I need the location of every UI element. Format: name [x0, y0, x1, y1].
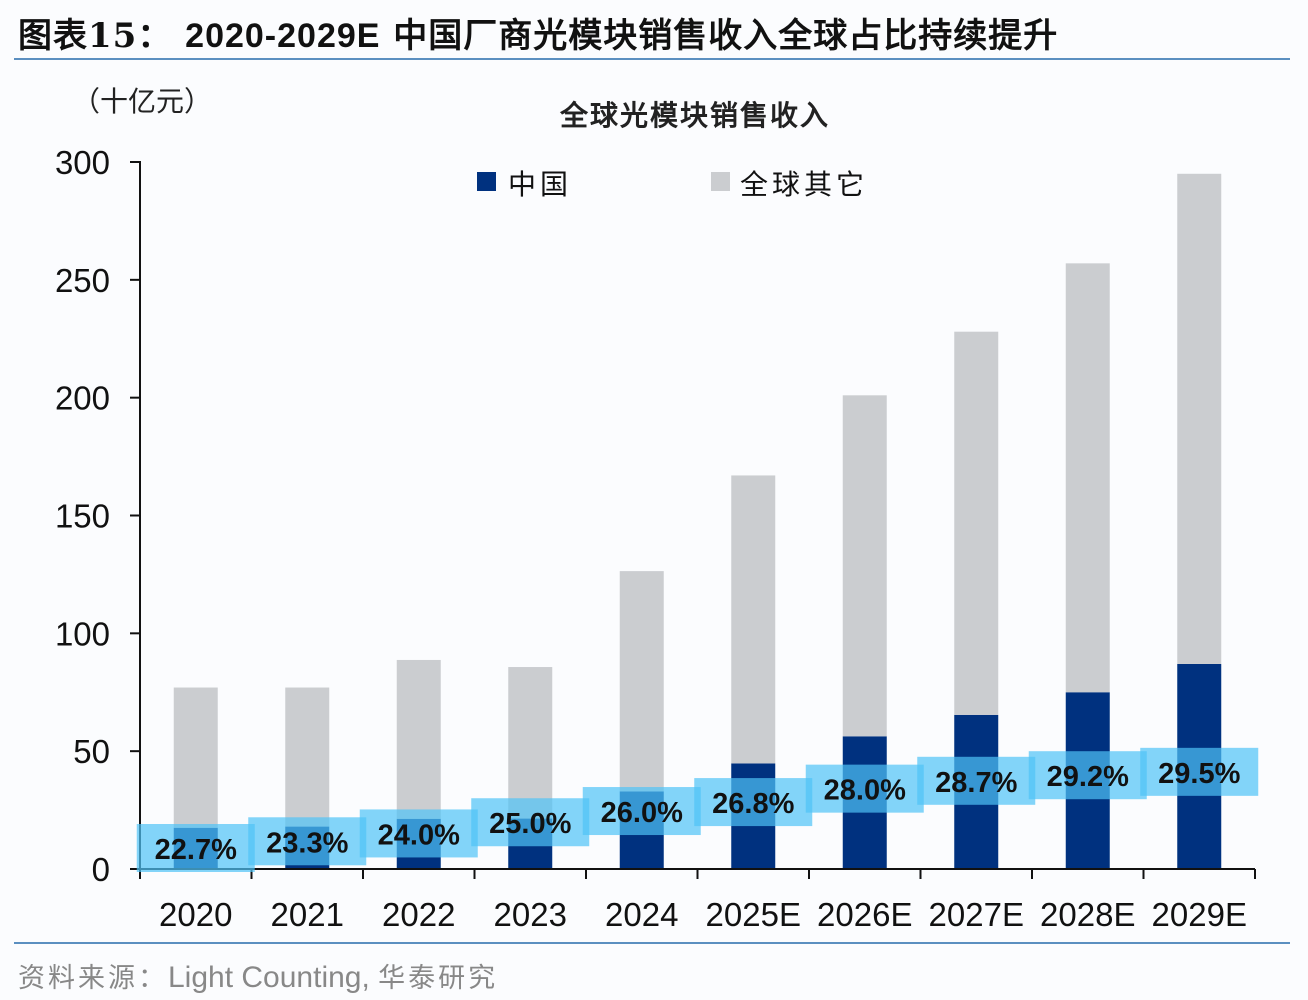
share-label: 25.0% — [471, 798, 590, 847]
share-label-text: 23.3% — [266, 827, 348, 859]
y-tick-label: 200 — [55, 380, 110, 417]
share-label: 26.0% — [582, 787, 701, 836]
legend-label-china: 中国 — [508, 168, 572, 201]
figure-title-years: 2020-2029E — [185, 17, 381, 55]
share-label: 29.2% — [1028, 751, 1147, 800]
legend: 中国 全球其它 — [477, 168, 868, 201]
x-tick-label: 2021 — [271, 896, 344, 933]
bar-rest — [396, 659, 441, 819]
share-labels-layer: 22.7% 23.3% 24.0% 25.0% 26.0% 26.8% 28.0% 28.7%… — [136, 747, 1259, 872]
share-label-text: 22.7% — [155, 834, 237, 866]
x-tick-label: 2023 — [494, 896, 567, 933]
chart-title: 全球光模块销售收入 — [560, 99, 831, 132]
share-label-box — [917, 756, 1036, 805]
bottom-divider — [14, 942, 1290, 944]
share-label-text: 26.0% — [601, 797, 683, 829]
share-label-box — [694, 778, 813, 827]
share-label-box — [359, 809, 478, 858]
source-suffix: 华泰研究 — [378, 963, 499, 994]
share-label: 22.7% — [136, 824, 255, 872]
x-tick-label: 2029E — [1152, 896, 1247, 933]
share-label-text: 29.5% — [1158, 758, 1240, 790]
share-label-box — [248, 817, 367, 866]
y-axis-unit: （十亿元） — [72, 85, 213, 118]
legend-swatch-rest — [711, 172, 730, 191]
figure-title-text: 中国厂商光模块销售收入全球占比持续提升 — [393, 16, 1059, 56]
share-label-text: 28.0% — [824, 775, 906, 807]
y-tick-label: 150 — [55, 498, 110, 535]
x-tick-label: 2020 — [159, 896, 232, 933]
figure-label: 图表15： — [18, 16, 173, 56]
legend-swatch-china — [477, 172, 496, 191]
bar-rest — [954, 331, 999, 715]
share-label-text: 24.0% — [378, 819, 460, 851]
axes-layer: 0 50 100 150 200 250 300 2020 2021 2022 2023 2024 20… — [55, 144, 1256, 933]
top-divider — [14, 58, 1290, 60]
bar-rest — [508, 667, 553, 819]
share-label: 23.3% — [248, 817, 367, 866]
x-tick-label: 2022 — [382, 896, 455, 933]
share-label: 28.0% — [805, 764, 924, 813]
bar-rest — [842, 395, 887, 737]
share-label: 28.7% — [917, 756, 1036, 805]
share-label-text: 25.0% — [489, 808, 571, 840]
share-label: 24.0% — [359, 809, 478, 858]
x-tick-label: 2024 — [605, 896, 678, 933]
source-note: 资料来源：Light Counting, 华泰研究 — [18, 956, 498, 995]
source-name: Light Counting, — [168, 961, 370, 994]
share-label-box — [805, 764, 924, 813]
bar-rest — [731, 475, 776, 764]
y-tick-label: 0 — [92, 851, 110, 888]
y-tick-label: 250 — [55, 262, 110, 299]
share-label: 26.8% — [694, 778, 813, 827]
bar-rest — [619, 571, 664, 792]
share-label-box — [582, 787, 701, 836]
source-prefix: 资料来源： — [18, 963, 168, 994]
share-label-box — [471, 798, 590, 847]
y-tick-label: 50 — [73, 733, 110, 770]
x-tick-label: 2027E — [929, 896, 1024, 933]
bar-rest — [1177, 173, 1222, 664]
bar-rest — [173, 687, 218, 828]
share-label: 29.5% — [1140, 747, 1259, 796]
x-tick-label: 2026E — [817, 896, 912, 933]
share-label-box — [1140, 747, 1259, 796]
bar-rest — [285, 687, 330, 827]
bar-rest — [1065, 263, 1110, 693]
share-label-text: 29.2% — [1047, 761, 1129, 793]
x-tick-label: 2025E — [706, 896, 801, 933]
share-label-box — [1028, 751, 1147, 800]
share-label-box — [136, 824, 255, 872]
legend-label-rest: 全球其它 — [740, 168, 868, 201]
figure-title: 图表15： 2020-2029E 中国厂商光模块销售收入全球占比持续提升 — [18, 8, 1058, 57]
y-tick-label: 300 — [55, 144, 110, 181]
y-tick-label: 100 — [55, 615, 110, 652]
share-label-text: 28.7% — [935, 767, 1017, 799]
x-tick-label: 2028E — [1040, 896, 1135, 933]
share-label-text: 26.8% — [712, 788, 794, 820]
